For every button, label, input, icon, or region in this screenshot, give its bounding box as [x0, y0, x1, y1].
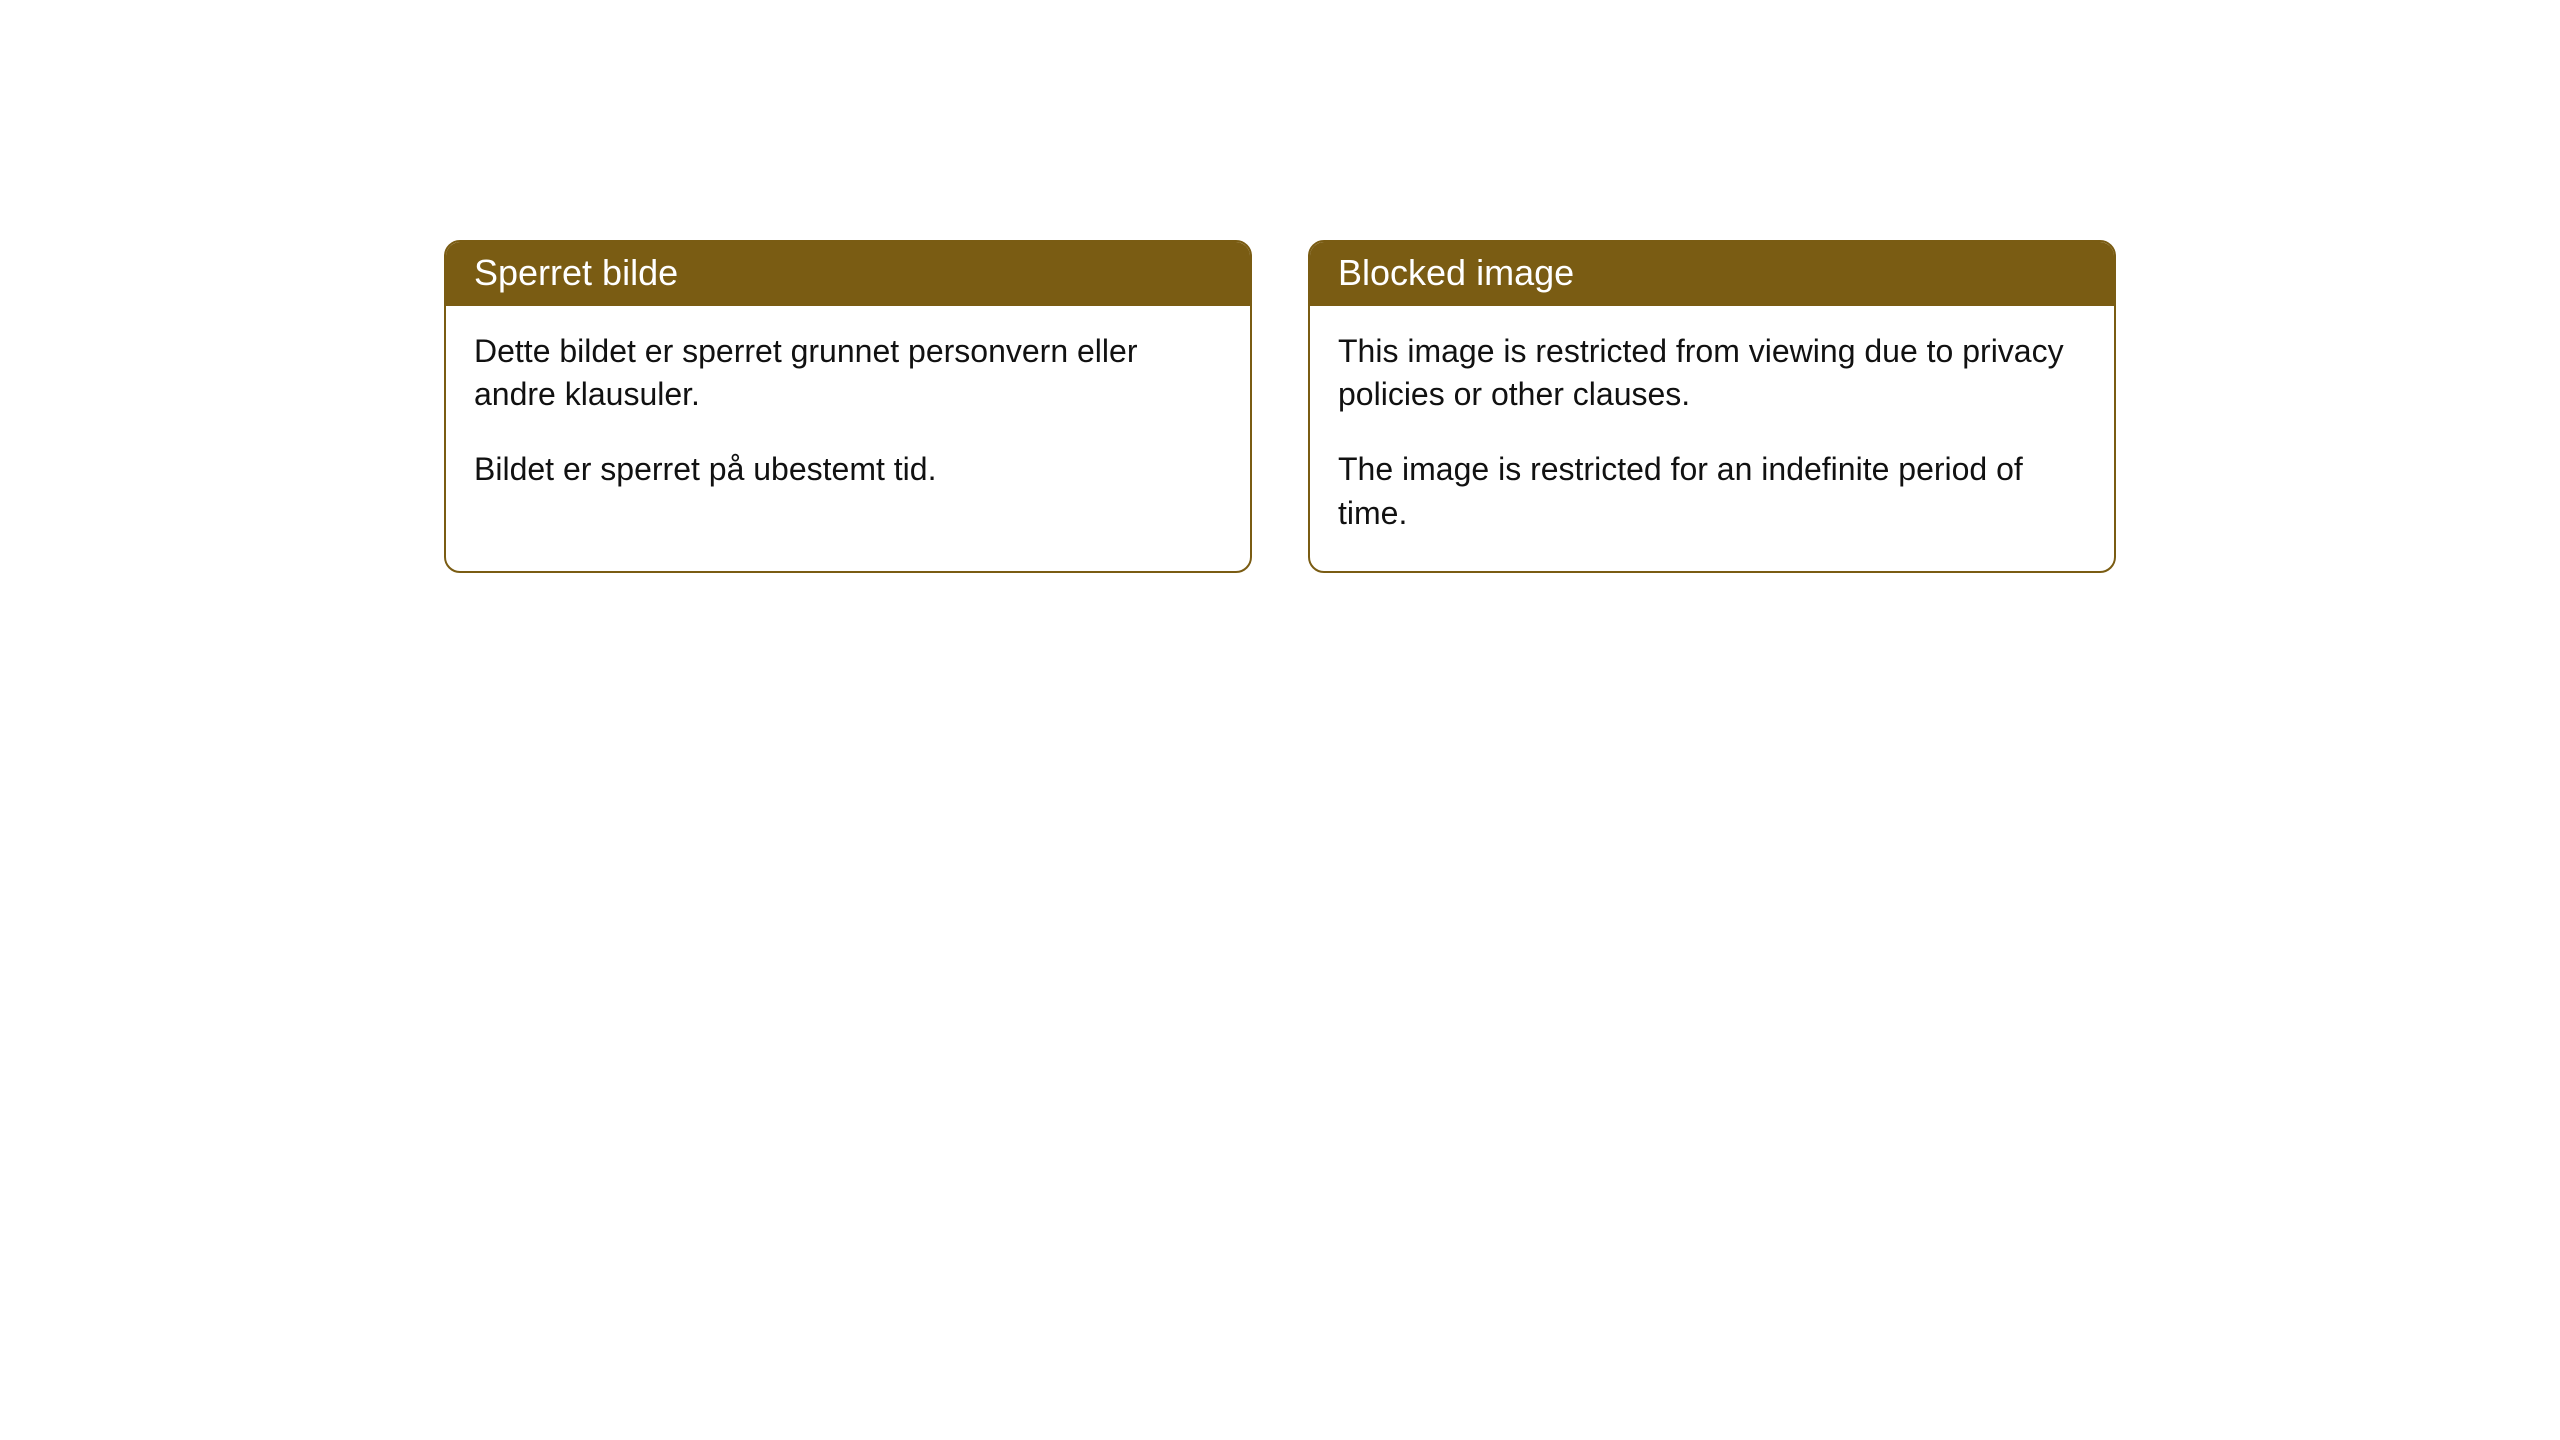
- card-paragraph: Dette bildet er sperret grunnet personve…: [474, 330, 1222, 416]
- card-paragraph: The image is restricted for an indefinit…: [1338, 448, 2086, 534]
- card-body: This image is restricted from viewing du…: [1310, 306, 2114, 571]
- card-body: Dette bildet er sperret grunnet personve…: [446, 306, 1250, 528]
- card-english: Blocked image This image is restricted f…: [1308, 240, 2116, 573]
- card-header: Blocked image: [1310, 242, 2114, 306]
- card-paragraph: This image is restricted from viewing du…: [1338, 330, 2086, 416]
- card-paragraph: Bildet er sperret på ubestemt tid.: [474, 448, 1222, 491]
- card-norwegian: Sperret bilde Dette bildet er sperret gr…: [444, 240, 1252, 573]
- card-header: Sperret bilde: [446, 242, 1250, 306]
- cards-container: Sperret bilde Dette bildet er sperret gr…: [444, 240, 2116, 573]
